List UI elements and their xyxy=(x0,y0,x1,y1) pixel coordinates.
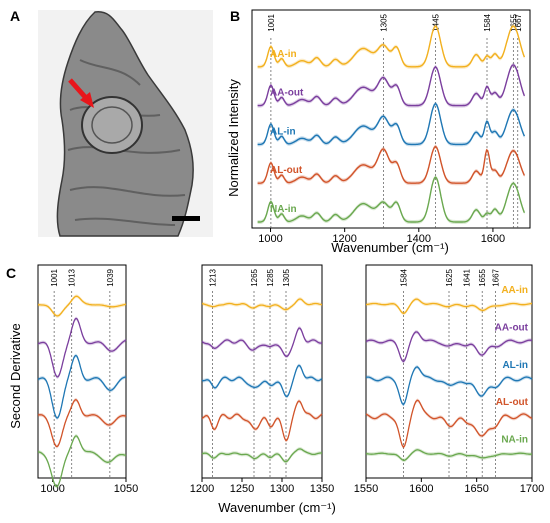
panel-c-series-0-AA-in xyxy=(37,295,127,317)
panel-c-legend-AL-out: AL-out xyxy=(496,397,529,408)
panel-c-band-2-AL-in xyxy=(366,365,532,407)
panel-b-legend-AL-out: AL-out xyxy=(270,165,303,176)
panel-c-xtick-label-1-1300: 1300 xyxy=(270,483,294,495)
panel-c-series-2-AL-in xyxy=(365,366,533,406)
panel-c-band-2-AA-out xyxy=(366,330,532,364)
panel-c-series-1-AA-out xyxy=(201,327,323,357)
red-arrow-icon xyxy=(68,78,94,108)
panel-b-xtick-label-1600: 1600 xyxy=(481,233,505,245)
marker-label-1655: 1655 xyxy=(509,13,518,31)
panel-c-xtick-label-2-1550: 1550 xyxy=(354,483,378,495)
panel-c-series-1-AL-out xyxy=(201,400,323,442)
glomerulus xyxy=(81,96,143,154)
panel-c-series-0-AL-in xyxy=(37,354,126,419)
panel-c-label: C xyxy=(6,265,16,281)
panel-c-marker-label-1001: 1001 xyxy=(50,268,59,286)
panel-b-legend-AA-out: AA-out xyxy=(270,88,304,99)
panel-c-series-0-NA-in xyxy=(37,435,127,488)
panel-c-legend-AL-in: AL-in xyxy=(502,360,528,371)
panel-c-marker-label-1655: 1655 xyxy=(478,268,487,286)
panel-c-series-1-AA-in xyxy=(201,298,323,311)
panel-c-frame-2 xyxy=(365,264,533,479)
panel-b-series-AL-out xyxy=(257,145,526,184)
panel-b-legend-NA-in: NA-in xyxy=(270,204,297,215)
panel-c-xtick-label-1-1250: 1250 xyxy=(230,483,254,495)
panel-c-series-2-NA-in xyxy=(365,449,533,461)
panel-b-xlabel: Wavenumber (cm⁻¹) xyxy=(331,240,449,255)
panel-c-marker-label-1641: 1641 xyxy=(463,268,472,286)
panel-c-band-0-AL-out xyxy=(38,398,126,449)
panel-b-band-AL-in xyxy=(257,101,525,147)
panel-c-xlabel: Wavenumber (cm⁻¹) xyxy=(218,500,336,515)
marker-label-1445: 1445 xyxy=(431,13,440,31)
panel-c-series-1-NA-in xyxy=(201,448,323,463)
marker-label-1305: 1305 xyxy=(380,13,389,31)
panel-c-marker-label-1213: 1213 xyxy=(208,268,217,286)
panel-c-marker-label-1667: 1667 xyxy=(491,268,500,286)
panel-c-band-1-NA-in xyxy=(202,447,322,464)
panel-c-band-0-NA-in xyxy=(38,434,126,489)
panel-c-frame-0 xyxy=(37,264,127,479)
glomerulus-inner xyxy=(91,106,133,144)
panel-c-series-2-AL-out xyxy=(365,399,533,449)
panel-c-series-1-AL-in xyxy=(201,364,323,398)
panel-b-legend-AA-in: AA-in xyxy=(270,49,297,60)
panel-b-xtick-label-1000: 1000 xyxy=(258,233,282,245)
marker-label-1667: 1667 xyxy=(514,13,523,31)
marker-label-1001: 1001 xyxy=(267,13,276,31)
panel-c-xtick-label-0-1050: 1050 xyxy=(114,483,138,495)
panel-c-xtick-label-1-1200: 1200 xyxy=(190,483,214,495)
panel-b-ylabel: Normalized Intensity xyxy=(226,79,241,197)
scale-bar xyxy=(172,216,200,221)
panel-c-series-2-AA-in xyxy=(365,298,533,315)
tissue-micrograph xyxy=(38,10,213,237)
panel-c-series-0-AL-out xyxy=(37,399,127,448)
panel-c-xtick-label-0-1000: 1000 xyxy=(40,483,64,495)
panel-b-legend-AL-in: AL-in xyxy=(270,126,296,137)
panel-c-plot: 1001 1013 1039 1000 1050 1213 1265 1285 1305 1200… xyxy=(37,264,544,495)
panel-a-label: A xyxy=(10,8,20,24)
panel-c-band-0-AA-out xyxy=(38,316,126,379)
panel-c-band-1-AA-out xyxy=(202,326,322,359)
panel-c-xtick-label-1-1350: 1350 xyxy=(310,483,334,495)
panel-c-marker-label-1285: 1285 xyxy=(266,268,275,286)
panel-c-series-0-AA-out xyxy=(37,317,127,378)
panel-c-legend-AA-in: AA-in xyxy=(501,285,528,296)
panel-c-series-2-AA-out xyxy=(365,331,533,363)
panel-b-band-AA-out xyxy=(257,62,525,108)
panel-c-marker-label-1625: 1625 xyxy=(445,268,454,286)
panel-b-series-AL-in xyxy=(257,102,526,146)
panel-c-band-0-AA-in xyxy=(38,294,126,318)
marker-label-1584: 1584 xyxy=(483,13,492,31)
panel-c-legend-NA-in: NA-in xyxy=(501,435,528,446)
panel-c-ylabel: Second Derivative xyxy=(8,323,23,429)
panel-c-marker-label-1039: 1039 xyxy=(106,268,115,286)
panel-c-xtick-label-2-1600: 1600 xyxy=(409,483,433,495)
panel-c-frame-1 xyxy=(201,264,323,479)
panel-b-series-AA-in xyxy=(257,25,526,68)
panel-b-label: B xyxy=(230,8,240,24)
panel-c-marker-label-1013: 1013 xyxy=(68,268,77,286)
panel-c-marker-label-1265: 1265 xyxy=(250,268,259,286)
panel-c-marker-label-1584: 1584 xyxy=(400,268,409,286)
panel-c-legend-AA-out: AA-out xyxy=(495,322,529,333)
panel-b-xtick-label-1400: 1400 xyxy=(407,233,431,245)
panel-c-xtick-label-2-1650: 1650 xyxy=(464,483,488,495)
panel-c-band-1-AA-in xyxy=(202,297,322,312)
panel-b-xtick-label-1200: 1200 xyxy=(332,233,356,245)
panel-b-series-NA-in xyxy=(257,176,526,223)
panel-c-marker-label-1305: 1305 xyxy=(282,268,291,286)
panel-c-xtick-label-2-1700: 1700 xyxy=(520,483,544,495)
panel-b-frame xyxy=(251,9,531,229)
panel-b-series-AA-out xyxy=(257,64,526,107)
panel-b-band-NA-in xyxy=(257,175,525,224)
